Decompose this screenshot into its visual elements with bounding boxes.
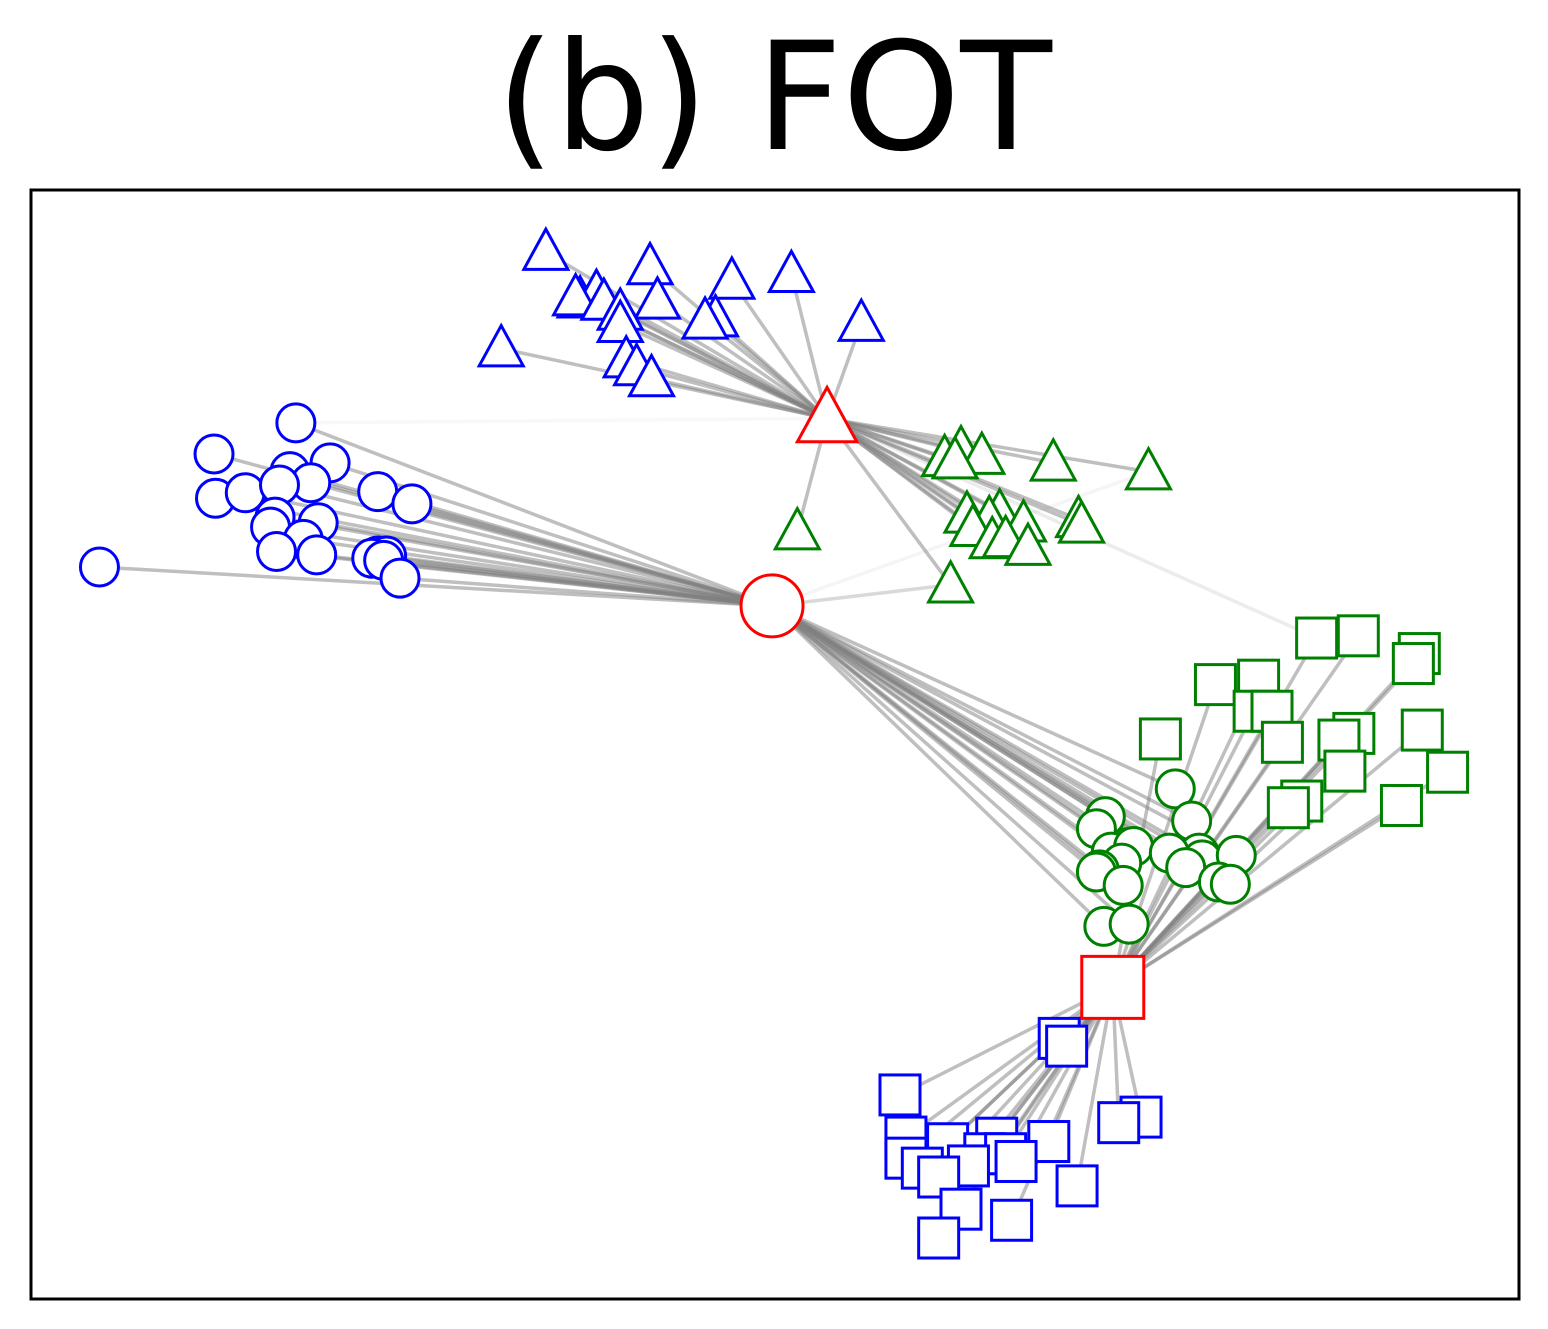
- source-square-point: [878, 1073, 922, 1117]
- target-square-point: [1323, 749, 1367, 793]
- target-triangle-point: [1056, 498, 1107, 544]
- source-square-point: [1097, 1101, 1141, 1145]
- link-source-circle: [295, 421, 773, 608]
- source-circle-point: [379, 557, 421, 599]
- source-triangle-point: [680, 294, 730, 340]
- link-source-triangle: [651, 376, 828, 421]
- source-circle-point: [275, 402, 317, 444]
- source-square-point: [1045, 1024, 1089, 1068]
- target-square-point: [1193, 663, 1237, 707]
- link-source-triangle: [656, 299, 829, 420]
- data-markers: [78, 225, 1470, 1260]
- source-circle-point: [357, 471, 399, 513]
- target-circle-point: [1102, 864, 1144, 906]
- source-triangle-point: [707, 254, 757, 300]
- link-source-square: [904, 985, 1114, 1139]
- link-target-square: [1111, 728, 1424, 989]
- center-triangle-point: [794, 384, 860, 444]
- link-target-triangle: [825, 417, 952, 586]
- source-triangle-point: [766, 248, 816, 294]
- target-circle-point: [1209, 863, 1251, 905]
- link-source-triangle: [619, 322, 828, 421]
- source-circle-point: [193, 433, 235, 475]
- source-square-point: [994, 1139, 1038, 1183]
- source-triangle-point: [551, 271, 601, 317]
- link-target-circle: [770, 604, 1131, 926]
- link-source-circle: [411, 502, 773, 608]
- link-source-circle: [279, 483, 773, 608]
- source-circle-point: [296, 534, 338, 576]
- target-square-point: [1138, 717, 1182, 761]
- link-target-square: [1111, 804, 1403, 989]
- target-circle-point: [1154, 768, 1196, 810]
- target-triangle-point: [1123, 445, 1174, 491]
- link-source-circle: [383, 558, 773, 608]
- target-square-point: [1426, 750, 1470, 794]
- chart-title: (b) FOT: [496, 11, 1052, 185]
- source-square-point: [990, 1198, 1034, 1242]
- source-triangle-point: [595, 298, 645, 343]
- target-square-point: [1400, 708, 1444, 752]
- source-circle-point: [256, 531, 298, 573]
- link-source-triangle: [789, 273, 829, 419]
- target-square-point: [1295, 616, 1339, 660]
- link-target-circle: [770, 604, 1106, 928]
- center-square-point: [1080, 954, 1146, 1020]
- target-square-point: [1336, 614, 1380, 658]
- link-source-triangle: [619, 310, 828, 421]
- source-square-point: [1055, 1164, 1099, 1208]
- target-square-point: [1260, 720, 1304, 764]
- link-source-square: [899, 985, 1114, 1097]
- link-source-circle: [399, 576, 773, 608]
- link-source-circle: [317, 520, 773, 608]
- target-triangle-point: [930, 434, 980, 480]
- link-target-circle: [771, 604, 1232, 886]
- source-triangle-point: [625, 240, 675, 286]
- target-square-point: [1379, 783, 1423, 827]
- link-source-triangle: [730, 279, 829, 420]
- source-triangle-point: [626, 352, 677, 398]
- target-circle-point: [1108, 903, 1150, 945]
- link-source-circle: [99, 565, 773, 608]
- center-markers: [739, 384, 1146, 1020]
- target-triangle-point: [1003, 520, 1053, 566]
- center-circle-point: [739, 573, 805, 639]
- link-target-circle: [771, 604, 1238, 857]
- source-triangle-point: [476, 322, 526, 368]
- link-cross: [295, 416, 828, 425]
- link-target-circle: [771, 604, 1176, 791]
- target-triangle-point: [772, 505, 822, 551]
- source-triangle-point: [521, 225, 571, 271]
- target-triangle-point: [1028, 436, 1078, 482]
- target-square-point: [1266, 786, 1310, 830]
- source-triangle-point: [632, 274, 682, 320]
- source-square-point: [917, 1216, 961, 1260]
- source-circle-point: [391, 483, 433, 525]
- link-source-square: [1075, 987, 1115, 1187]
- link-target-circle: [770, 604, 1123, 865]
- link-target-circle: [770, 604, 1125, 887]
- source-circle-point: [78, 546, 120, 588]
- target-triangle-point: [926, 558, 976, 604]
- source-triangle-point: [836, 296, 886, 342]
- target-square-point: [1391, 642, 1435, 686]
